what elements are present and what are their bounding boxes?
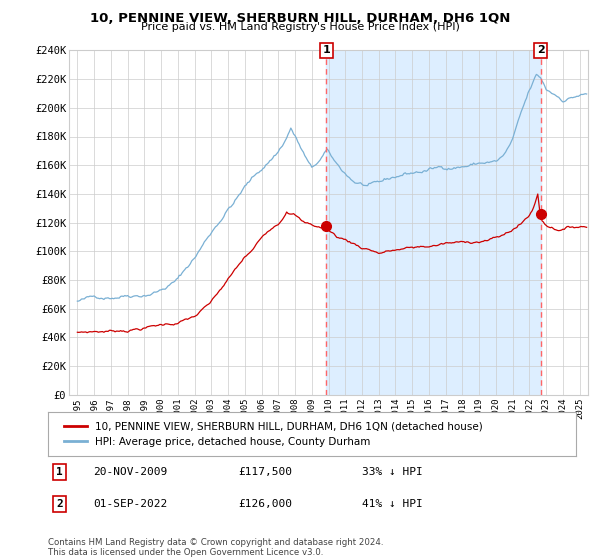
Text: 1: 1 — [323, 45, 331, 55]
Text: 01-SEP-2022: 01-SEP-2022 — [93, 499, 167, 509]
Text: 1: 1 — [56, 466, 62, 477]
Text: 2: 2 — [537, 45, 544, 55]
Bar — [326, 50, 541, 395]
Text: 10, PENNINE VIEW, SHERBURN HILL, DURHAM, DH6 1QN: 10, PENNINE VIEW, SHERBURN HILL, DURHAM,… — [90, 12, 510, 25]
Text: Contains HM Land Registry data © Crown copyright and database right 2024.
This d: Contains HM Land Registry data © Crown c… — [48, 538, 383, 557]
Text: Price paid vs. HM Land Registry's House Price Index (HPI): Price paid vs. HM Land Registry's House … — [140, 22, 460, 32]
Text: 41% ↓ HPI: 41% ↓ HPI — [362, 499, 423, 509]
Text: 33% ↓ HPI: 33% ↓ HPI — [362, 466, 423, 477]
Text: 20-NOV-2009: 20-NOV-2009 — [93, 466, 167, 477]
Text: £117,500: £117,500 — [238, 466, 292, 477]
Legend: 10, PENNINE VIEW, SHERBURN HILL, DURHAM, DH6 1QN (detached house), HPI: Average : 10, PENNINE VIEW, SHERBURN HILL, DURHAM,… — [58, 416, 488, 452]
Text: 2: 2 — [56, 499, 62, 509]
Text: £126,000: £126,000 — [238, 499, 292, 509]
